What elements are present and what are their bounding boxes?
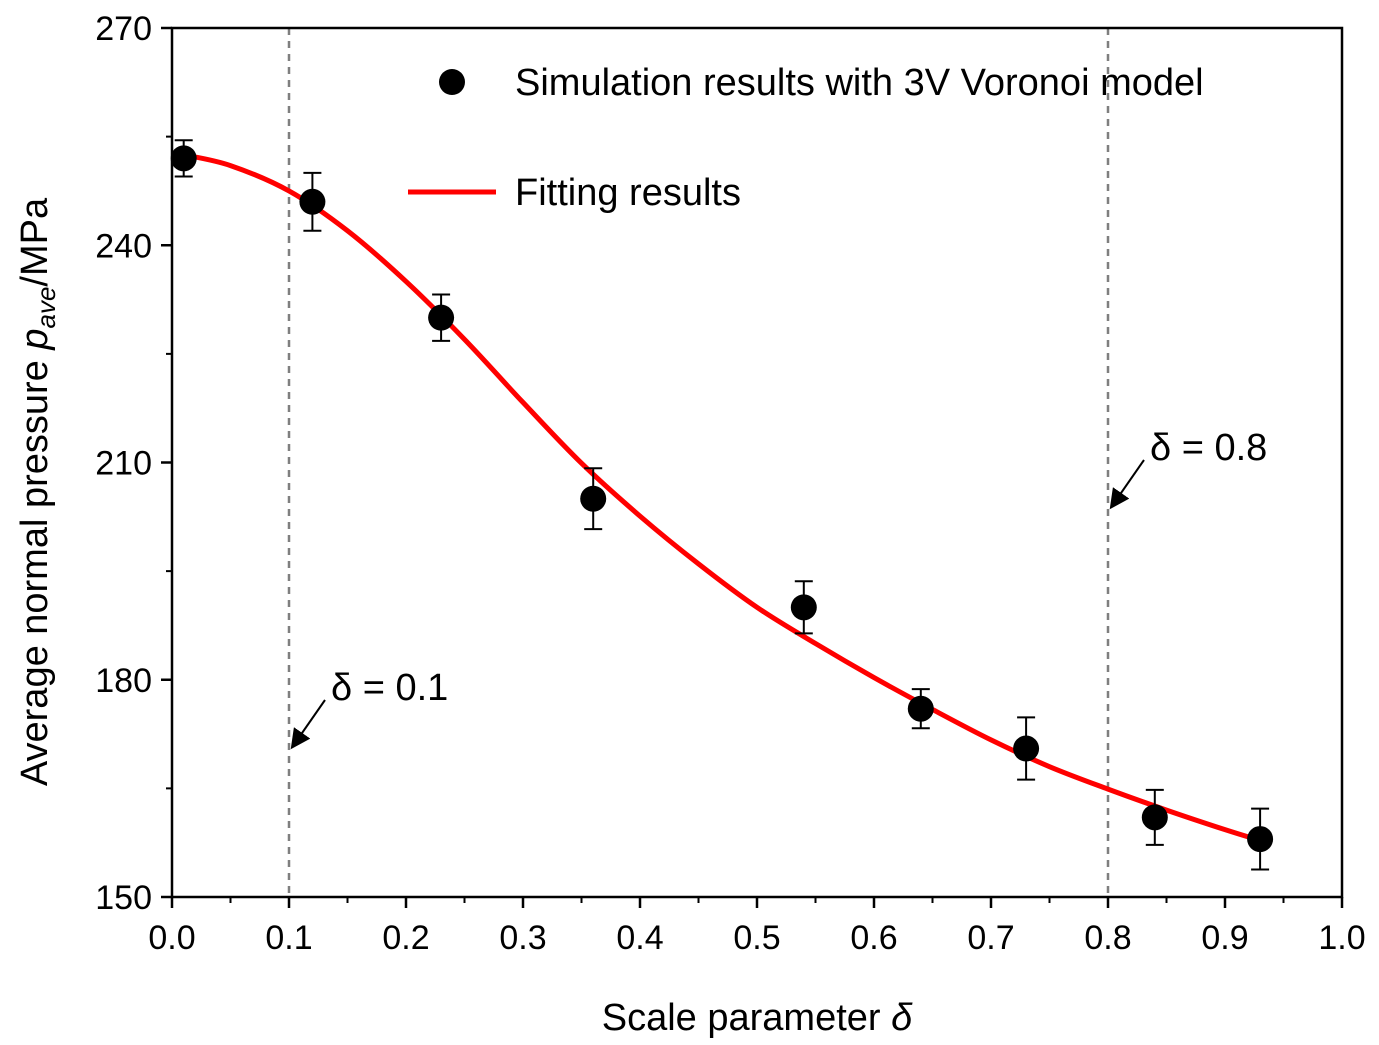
x-tick-label: 1.0 — [1318, 919, 1365, 957]
data-point-9 — [1247, 807, 1274, 871]
x-tick-label: 0.9 — [1201, 919, 1248, 957]
x-axis-title-text: Scale parameter — [602, 997, 891, 1039]
data-point-3 — [428, 293, 455, 342]
legend-marker-simulation — [439, 69, 465, 95]
x-tick-label: 0.5 — [733, 919, 780, 957]
x-tick-label: 0.2 — [382, 919, 429, 957]
y-axis-title-sub: ave — [31, 287, 61, 329]
x-axis-title-symbol: δ — [891, 997, 913, 1039]
y-tick-label: 180 — [95, 662, 152, 700]
x-tick-label: 0.3 — [499, 919, 546, 957]
x-tick-label: 0.0 — [148, 919, 195, 957]
x-axis-title: Scale parameter δ — [602, 997, 913, 1039]
annotation-arrow-delta-0-1 — [290, 699, 326, 750]
data-point-8 — [1141, 788, 1168, 846]
data-point-2 — [299, 171, 326, 232]
x-tick-label: 0.6 — [850, 919, 897, 957]
y-axis-title-post: /MPa — [14, 197, 56, 287]
data-marker — [428, 304, 455, 331]
y-tick-label: 240 — [95, 227, 152, 265]
data-point-4 — [580, 467, 607, 531]
x-tick-label: 0.4 — [616, 919, 663, 957]
legend-label-fitting: Fitting results — [515, 172, 741, 214]
fitting-curve — [183, 152, 1261, 843]
data-marker — [907, 695, 934, 722]
y-tick-label: 150 — [95, 879, 152, 917]
data-point-6 — [907, 688, 934, 730]
y-axis-title-p: p — [14, 328, 56, 350]
data-marker — [299, 188, 326, 215]
y-tick-label: 210 — [95, 445, 152, 483]
data-point-7 — [1013, 716, 1040, 781]
y-tick-label: 270 — [95, 10, 152, 48]
data-marker — [170, 145, 197, 172]
data-marker — [790, 594, 817, 621]
data-point-1 — [170, 139, 197, 178]
y-axis-title-pre: Average normal pressure — [14, 350, 56, 787]
data-marker — [1247, 826, 1274, 853]
annotation-delta-0-1: δ = 0.1 — [331, 667, 448, 709]
y-axis-title: Average normal pressure pave/MPa — [14, 197, 61, 786]
legend: Simulation results with 3V Voronoi model… — [408, 62, 1204, 214]
data-point-5 — [790, 580, 817, 635]
legend-label-simulation: Simulation results with 3V Voronoi model — [515, 62, 1204, 104]
x-tick-label: 0.7 — [967, 919, 1014, 957]
annotation-delta-0-8: δ = 0.8 — [1150, 427, 1267, 469]
x-tick-label: 0.8 — [1084, 919, 1131, 957]
data-marker — [1141, 804, 1168, 831]
annotation-arrow-delta-0-8 — [1109, 459, 1145, 510]
data-marker — [580, 485, 607, 512]
data-marker — [1013, 735, 1040, 762]
x-tick-label: 0.1 — [265, 919, 312, 957]
